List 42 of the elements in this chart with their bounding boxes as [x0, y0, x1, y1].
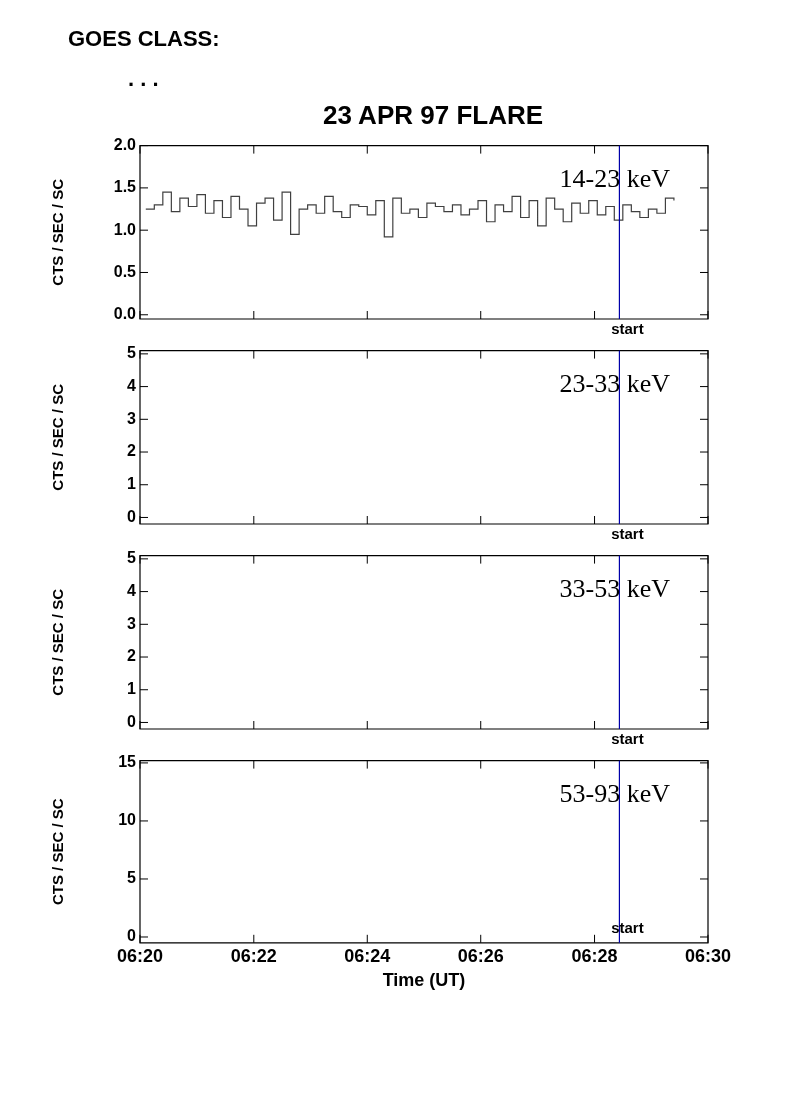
y-tick-label: 0.5 [113, 262, 137, 280]
annotation: 23-33 keV [559, 369, 671, 399]
text: . . . [128, 65, 160, 93]
y-tick-label: 3 [127, 409, 137, 427]
annotation: 53-93 keV [559, 779, 671, 809]
y-tick-label: 1 [127, 475, 137, 493]
x-tick-label: 06:26 [457, 945, 504, 966]
ref-line-label: start [611, 524, 644, 542]
y-tick-label: 4 [127, 376, 137, 394]
y-tick-label: 4 [127, 581, 137, 599]
y-tick-label: 2 [127, 647, 137, 665]
y-tick-label: 2.0 [113, 136, 137, 154]
y-tick-label: 5 [127, 869, 137, 887]
y-tick-label: 1 [127, 680, 137, 698]
text: GOES CLASS: [68, 25, 221, 53]
y-tick-label: 1.0 [113, 220, 137, 238]
y-axis-title: CTS / SEC / SC [49, 383, 67, 491]
annotation: 14-23 keV [559, 164, 671, 194]
y-tick-label: 0 [127, 507, 137, 525]
y-tick-label: 5 [127, 549, 137, 567]
y-axis-title: CTS / SEC / SC [49, 798, 67, 906]
y-axis-title: CTS / SEC / SC [49, 178, 67, 286]
y-tick-label: 0 [127, 927, 137, 945]
y-tick-label: 0 [127, 712, 137, 730]
y-axis-title: CTS / SEC / SC [49, 588, 67, 696]
y-tick-label: 10 [118, 811, 137, 829]
y-tick-label: 1.5 [113, 178, 137, 196]
y-tick-label: 5 [127, 344, 137, 362]
x-tick-label: 06:24 [344, 945, 391, 966]
ref-line-label: start [611, 319, 644, 337]
y-tick-label: 2 [127, 442, 137, 460]
ref-line-label: start [611, 729, 644, 747]
y-tick-label: 3 [127, 614, 137, 632]
x-tick-label: 06:22 [230, 945, 277, 966]
y-tick-label: 0.0 [113, 305, 137, 323]
x-tick-label: 06:28 [571, 945, 618, 966]
y-tick-label: 15 [118, 753, 137, 771]
x-tick-label: 06:30 [684, 945, 732, 966]
annotation: 33-53 keV [559, 574, 671, 604]
chart-title: 23 APR 97 FLARE [321, 100, 545, 132]
x-tick-label: 06:20 [116, 945, 164, 966]
x-axis-title: Time (UT) [382, 970, 466, 991]
